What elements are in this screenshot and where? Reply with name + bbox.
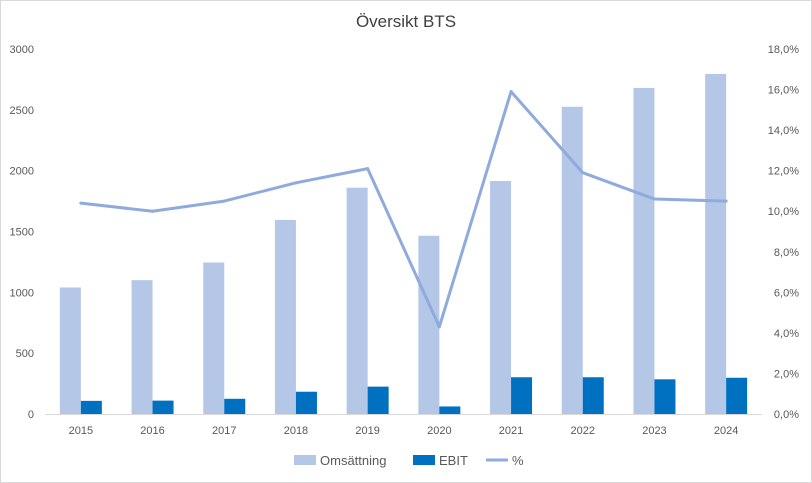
line-layer <box>79 90 728 329</box>
line-point-2018 <box>294 181 298 185</box>
x-tick-label: 2021 <box>499 425 523 437</box>
line-point-2019 <box>366 167 370 171</box>
bar-oms-ttning-2024 <box>705 73 727 415</box>
line-point-2022 <box>581 171 585 175</box>
legend-label: % <box>512 453 524 468</box>
line-point-2017 <box>222 199 226 203</box>
bar-ebit-2020 <box>439 406 461 414</box>
legend: Omsättning EBIT% <box>294 453 524 468</box>
legend-label: Omsättning <box>320 453 386 468</box>
bar-ebit-2018 <box>295 391 317 414</box>
bar-ebit-2021 <box>511 377 533 414</box>
bar-oms-ttning-2018 <box>274 219 296 414</box>
y-left-tick-label: 2500 <box>10 105 34 117</box>
x-tick-label: 2018 <box>284 425 308 437</box>
bar-oms-ttning-2019 <box>346 187 368 414</box>
y-right-tick-label: 2,0% <box>774 368 799 380</box>
bar-oms-ttning-2017 <box>203 262 225 414</box>
bar-ebit-2023 <box>654 379 676 414</box>
bar-oms-ttning-2015 <box>59 287 81 414</box>
y-right-tick-label: 16,0% <box>768 85 799 97</box>
x-axis: 2015 2016 2017 2018 2019 2020 2021 2022 2023 2024 <box>45 414 762 437</box>
y-right-tick-label: 18,0% <box>768 44 799 56</box>
line-point-2021 <box>509 90 513 94</box>
y-right-tick-label: 12,0% <box>768 166 799 178</box>
bars-layer <box>59 73 748 415</box>
bar-oms-ttning-2016 <box>131 280 153 414</box>
legend-swatch <box>294 455 316 465</box>
y-left-tick-label: 500 <box>16 348 34 360</box>
y-right-tick-label: 10,0% <box>768 206 799 218</box>
bar-ebit-2024 <box>726 377 748 414</box>
bar-ebit-2017 <box>224 398 246 414</box>
y-left-tick-label: 1000 <box>10 287 34 299</box>
line-point-2024 <box>724 199 728 203</box>
bar-oms-ttning-2021 <box>490 181 512 414</box>
bar-oms-ttning-2020 <box>418 235 440 414</box>
line-point-2016 <box>151 209 155 213</box>
y-left-tick-label: 2000 <box>10 166 34 178</box>
y-left-tick-label: 3000 <box>10 44 34 56</box>
y-right-tick-label: 14,0% <box>768 125 799 137</box>
y-right-tick-label: 6,0% <box>774 287 799 299</box>
bar-ebit-2019 <box>367 386 389 414</box>
y-axis-right: 0,0% 2,0% 4,0% 6,0% 8,0% 10,0% 12,0% 14,0% 16,0%… <box>768 44 799 421</box>
x-tick-label: 2017 <box>212 425 236 437</box>
y-right-tick-label: 8,0% <box>774 247 799 259</box>
x-tick-label: 2019 <box>355 425 379 437</box>
bar-oms-ttning-2022 <box>561 106 583 415</box>
line-point-2020 <box>437 325 441 329</box>
x-tick-label: 2023 <box>642 425 666 437</box>
x-tick-label: 2016 <box>140 425 164 437</box>
y-left-tick-label: 0 <box>28 409 34 421</box>
y-left-tick-label: 1500 <box>10 227 34 239</box>
y-right-tick-label: 0,0% <box>774 409 799 421</box>
line-point-2015 <box>79 201 83 205</box>
bar-ebit-2015 <box>80 400 102 414</box>
y-axis-left: 0 500 1000 1500 2000 2500 3000 <box>10 44 34 421</box>
legend-label: EBIT <box>439 453 468 468</box>
bar-oms-ttning-2023 <box>633 87 655 414</box>
x-tick-label: 2022 <box>571 425 595 437</box>
bar-ebit-2016 <box>152 400 174 414</box>
line-series-percent <box>80 90 727 329</box>
x-tick-label: 2015 <box>69 425 93 437</box>
bar-ebit-2022 <box>582 377 604 414</box>
x-tick-label: 2024 <box>714 425 738 437</box>
legend-swatch <box>413 455 435 465</box>
x-tick-label: 2020 <box>427 425 451 437</box>
y-right-tick-label: 4,0% <box>774 328 799 340</box>
line-point-2023 <box>652 197 656 201</box>
chart-title: Översikt BTS <box>355 12 457 31</box>
